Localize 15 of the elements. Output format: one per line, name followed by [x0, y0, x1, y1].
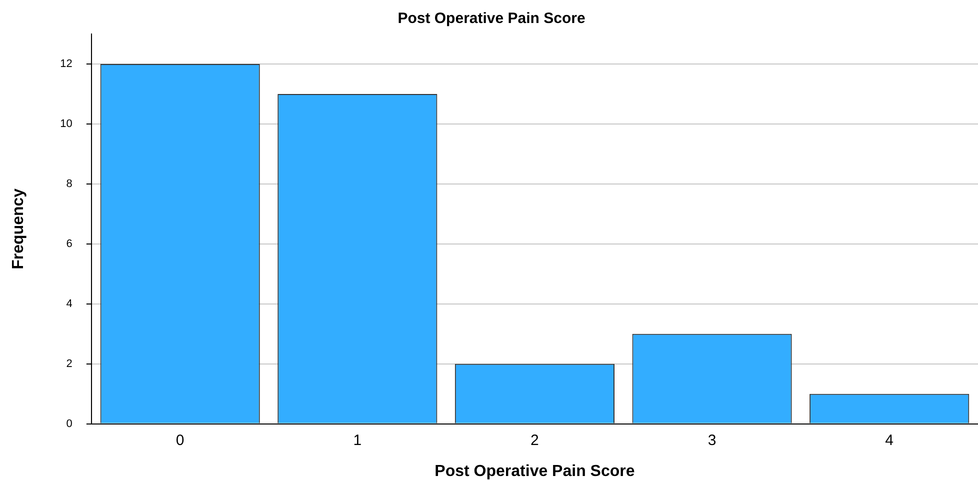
- x-tick-label: 2: [530, 432, 539, 449]
- y-tick-label: 6: [66, 238, 72, 250]
- x-tick-label: 3: [708, 432, 716, 449]
- y-tick-label: 4: [66, 298, 72, 310]
- x-tick-label: 4: [885, 432, 894, 449]
- y-tick-label: 0: [66, 418, 72, 430]
- x-tick-label: 0: [176, 432, 184, 449]
- chart-title: Post Operative Pain Score: [398, 10, 586, 28]
- x-tick-label: 1: [353, 432, 362, 449]
- y-tick-label: 12: [60, 58, 72, 70]
- y-tick-label: 10: [60, 118, 72, 130]
- y-tick-label: 8: [66, 178, 72, 190]
- x-axis-title: Post Operative Pain Score: [434, 462, 635, 480]
- y-tick-label: 2: [66, 358, 72, 370]
- y-axis-title: Frequency: [10, 188, 28, 270]
